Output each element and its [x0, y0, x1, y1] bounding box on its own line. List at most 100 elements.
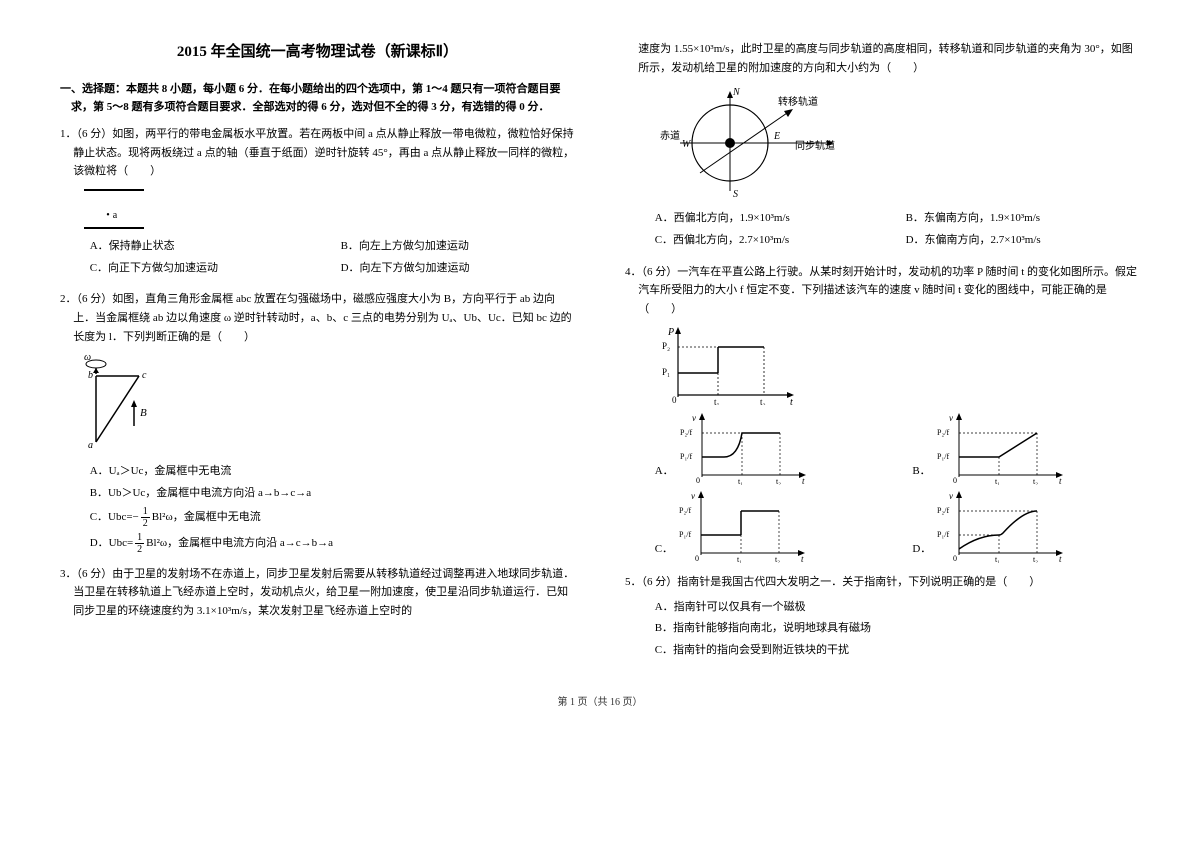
q3-figure: N S E 赤道 W 转移轨道 同步轨道: [660, 83, 860, 203]
q2-opt-d: D．Ubc=12Bl²ω，金属框中电流方向沿 a→c→b→a: [73, 532, 575, 555]
svg-text:t: t: [801, 554, 804, 563]
svg-text:转移轨道: 转移轨道: [778, 95, 818, 108]
q4-opt-a: A． vt 0 P₁/fP₂/f t₁t₂: [655, 411, 883, 485]
svg-text:P₂: P₂: [662, 341, 670, 351]
svg-text:b: b: [88, 370, 93, 381]
q4-body: 一汽车在平直公路上行驶。从某时刻开始计时，发动机的功率 P 随时间 t 的变化如…: [638, 266, 1137, 315]
svg-text:S: S: [733, 189, 738, 200]
left-column: 2015 年全国统一高考物理试卷（新课标Ⅱ） 一、选择题：本题共 8 小题，每小…: [60, 40, 575, 670]
svg-text:t: t: [1059, 476, 1062, 485]
svg-text:0: 0: [696, 476, 700, 485]
svg-text:a: a: [88, 440, 93, 451]
q1-opt-d: D．向左下方做匀加速运动: [324, 259, 575, 278]
svg-text:0: 0: [695, 554, 699, 563]
q1-opt-a: A．保持静止状态: [73, 237, 324, 256]
svg-text:v: v: [949, 491, 953, 501]
q4-opt-c: C． vt 0 P₁/fP₂/f t₁t₂: [655, 489, 883, 563]
svg-text:v: v: [949, 413, 953, 423]
svg-text:t₂: t₂: [775, 555, 780, 563]
svg-text:t: t: [802, 476, 805, 485]
svg-text:t₂: t₂: [760, 397, 766, 405]
plate-bottom: [84, 227, 144, 229]
question-5: 5．（6 分）指南针是我国古代四大发明之一．关于指南针，下列说明正确的是（ ） …: [625, 573, 1140, 660]
q2-body: 如图，直角三角形金属框 abc 放置在匀强磁场中，磁感应强度大小为 B，方向平行…: [73, 293, 572, 342]
svg-text:t₁: t₁: [995, 555, 1000, 563]
q4-opt-d: D． vt 0 P₁/fP₂/f t₁t₂: [912, 489, 1140, 563]
q1-opt-b: B．向左上方做匀加速运动: [324, 237, 575, 256]
fraction-icon: 12: [141, 506, 150, 529]
svg-text:t: t: [790, 397, 793, 405]
question-4: 4．（6 分）一汽车在平直公路上行驶。从某时刻开始计时，发动机的功率 P 随时间…: [625, 263, 1140, 563]
page-footer: 第 1 页（共 16 页）: [60, 694, 1140, 711]
q1-body: 如图，两平行的带电金属板水平放置。若在两板中间 a 点从静止释放一带电微粒，微粒…: [73, 128, 574, 177]
svg-text:t₁: t₁: [738, 477, 743, 485]
q2-opt-a: A．Uₐ＞Uc，金属框中无电流: [73, 462, 575, 481]
svg-text:P₁/f: P₁/f: [679, 530, 691, 539]
q1-num: 1．（6 分）: [60, 128, 112, 140]
q5-body: 指南针是我国古代四大发明之一．关于指南针，下列说明正确的是（ ）: [677, 576, 1040, 588]
q2-figure: ω b c a B: [84, 354, 174, 454]
svg-text:E: E: [773, 131, 780, 142]
svg-text:P₂/f: P₂/f: [679, 506, 691, 515]
vt-graph-b: v t 0 P₁/f P₂/f t₁ t₂: [937, 411, 1067, 485]
question-2: 2．（6 分）如图，直角三角形金属框 abc 放置在匀强磁场中，磁感应强度大小为…: [60, 290, 575, 554]
svg-text:c: c: [142, 370, 147, 381]
q3-opt-c: C．西偏北方向，2.7×10³m/s: [638, 231, 889, 250]
q5-num: 5．（6 分）: [625, 576, 677, 588]
svg-text:P₁/f: P₁/f: [937, 452, 949, 461]
svg-text:P₁: P₁: [662, 367, 670, 377]
svg-text:t₂: t₂: [1033, 555, 1038, 563]
q5-opt-c: C．指南针的指向会受到附近铁块的干扰: [638, 641, 1140, 660]
svg-text:P: P: [667, 327, 674, 338]
q4-opt-b: B． vt 0 P₁/fP₂/f t₁t₂: [912, 411, 1140, 485]
svg-text:W: W: [682, 139, 692, 150]
page-title: 2015 年全国统一高考物理试卷（新课标Ⅱ）: [60, 40, 575, 66]
svg-text:t₂: t₂: [776, 477, 781, 485]
section-heading: 一、选择题：本题共 8 小题，每小题 6 分．在每小题给出的四个选项中，第 1～…: [60, 80, 575, 117]
vt-graph-d: v t 0 P₁/f P₂/f t₁ t₂: [937, 489, 1067, 563]
question-3-part2: 速度为 1.55×10³m/s，此时卫星的高度与同步轨道的高度相同，转移轨道和同…: [625, 40, 1140, 253]
svg-text:v: v: [691, 491, 695, 501]
q2-opt-b: B．Ub＞Uc，金属框中电流方向沿 a→b→c→a: [73, 484, 575, 503]
svg-text:P₂/f: P₂/f: [937, 506, 949, 515]
svg-text:N: N: [732, 87, 741, 98]
question-3-part1: 3．（6 分）由于卫星的发射场不在赤道上，同步卫星发射后需要从转移轨道经过调整再…: [60, 565, 575, 621]
q4-options-grid: A． vt 0 P₁/fP₂/f t₁t₂ B．: [638, 411, 1140, 563]
svg-text:ω: ω: [84, 354, 91, 363]
svg-text:同步轨道: 同步轨道: [795, 139, 835, 152]
svg-text:0: 0: [672, 395, 677, 405]
q5-opt-b: B．指南针能够指向南北，说明地球具有磁场: [638, 619, 1140, 638]
q4-pt-graph: P t 0 P₁ P₂ t₁ t₂: [660, 325, 800, 405]
svg-text:0: 0: [953, 476, 957, 485]
q2-opt-c: C．Ubc=−12Bl²ω，金属框中无电流: [73, 506, 575, 529]
vt-graph-c: v t 0 P₁/f P₂/f t₁ t₂: [679, 489, 809, 563]
svg-text:P₂/f: P₂/f: [937, 428, 949, 437]
q1-figure: a: [84, 189, 164, 229]
svg-text:t₂: t₂: [1033, 477, 1038, 485]
q3-opt-b: B．东偏南方向，1.9×10³m/s: [889, 209, 1140, 228]
svg-text:t: t: [1059, 554, 1062, 563]
q3-body2: 速度为 1.55×10³m/s，此时卫星的高度与同步轨道的高度相同，转移轨道和同…: [638, 40, 1140, 77]
svg-text:P₁/f: P₁/f: [680, 452, 692, 461]
svg-text:t₁: t₁: [737, 555, 742, 563]
q3-opt-d: D．东偏南方向，2.7×10³m/s: [889, 231, 1140, 250]
plate-top: [84, 189, 144, 191]
svg-text:赤道: 赤道: [660, 129, 680, 142]
right-column: 速度为 1.55×10³m/s，此时卫星的高度与同步轨道的高度相同，转移轨道和同…: [625, 40, 1140, 670]
svg-text:t₁: t₁: [995, 477, 1000, 485]
q1-opt-c: C．向正下方做匀加速运动: [73, 259, 324, 278]
q4-num: 4．（6 分）: [625, 266, 677, 278]
svg-text:P₂/f: P₂/f: [680, 428, 692, 437]
q2-num: 2．（6 分）: [60, 293, 112, 305]
q3-num: 3．（6 分）: [60, 568, 112, 580]
svg-text:P₁/f: P₁/f: [937, 530, 949, 539]
fraction-icon: 12: [135, 532, 144, 555]
svg-text:B: B: [140, 407, 147, 419]
svg-text:v: v: [692, 413, 696, 423]
svg-text:t₁: t₁: [714, 397, 720, 405]
point-a-label: a: [106, 207, 117, 224]
q5-opt-a: A．指南针可以仅具有一个磁极: [638, 598, 1140, 617]
svg-text:0: 0: [953, 554, 957, 563]
question-1: 1．（6 分）如图，两平行的带电金属板水平放置。若在两板中间 a 点从静止释放一…: [60, 125, 575, 280]
q3-opt-a: A．西偏北方向，1.9×10³m/s: [638, 209, 889, 228]
